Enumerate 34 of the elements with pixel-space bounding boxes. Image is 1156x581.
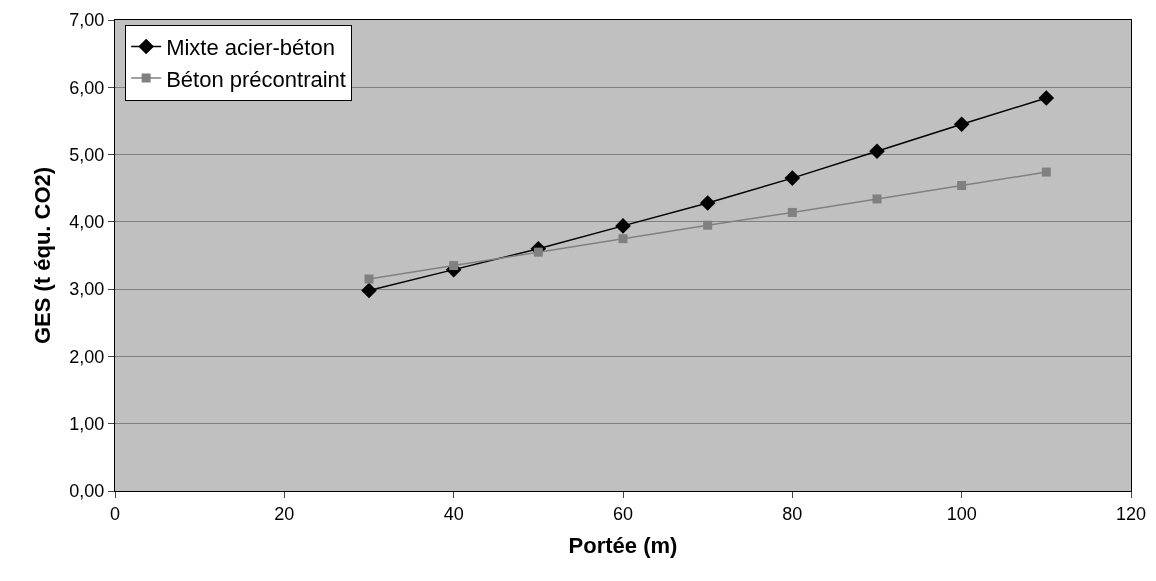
point bbox=[618, 234, 628, 244]
x-tick-label: 120 bbox=[1115, 503, 1147, 524]
point bbox=[1041, 167, 1051, 177]
x-tick-label: 40 bbox=[443, 503, 464, 524]
point bbox=[361, 282, 377, 299]
y-tick-label: 1,00 bbox=[69, 414, 105, 435]
y-tick-label: 5,00 bbox=[69, 144, 105, 165]
point bbox=[1038, 90, 1055, 106]
x-tick-label: 20 bbox=[274, 503, 295, 524]
x-tick-label: 0 bbox=[109, 503, 121, 524]
legend-label: Mixte acier-béton bbox=[166, 35, 335, 61]
y-tick-label: 6,00 bbox=[69, 77, 105, 98]
point bbox=[784, 170, 801, 186]
point bbox=[787, 207, 797, 217]
point bbox=[703, 220, 713, 230]
point bbox=[953, 116, 970, 133]
y-tick-label: 0,00 bbox=[69, 481, 105, 502]
point bbox=[699, 195, 716, 211]
legend-label: Béton précontraint bbox=[166, 66, 346, 92]
y-tick-label: 2,00 bbox=[69, 346, 105, 367]
x-tick-label: 60 bbox=[612, 503, 634, 524]
x-tick-label: 100 bbox=[946, 503, 977, 524]
y-axis-title: GES (t équ. CO2) bbox=[30, 166, 56, 345]
y-tick-label: 3,00 bbox=[69, 279, 105, 300]
point bbox=[957, 181, 967, 191]
x-tick-label: 80 bbox=[782, 503, 803, 524]
point bbox=[449, 261, 459, 271]
y-tick-label: 7,00 bbox=[69, 10, 105, 31]
y-tick-label: 4,00 bbox=[69, 212, 105, 233]
point bbox=[364, 274, 374, 284]
point bbox=[872, 194, 882, 204]
x-axis-title: Portée (m) bbox=[568, 533, 678, 559]
point bbox=[615, 218, 631, 234]
point bbox=[869, 143, 885, 160]
